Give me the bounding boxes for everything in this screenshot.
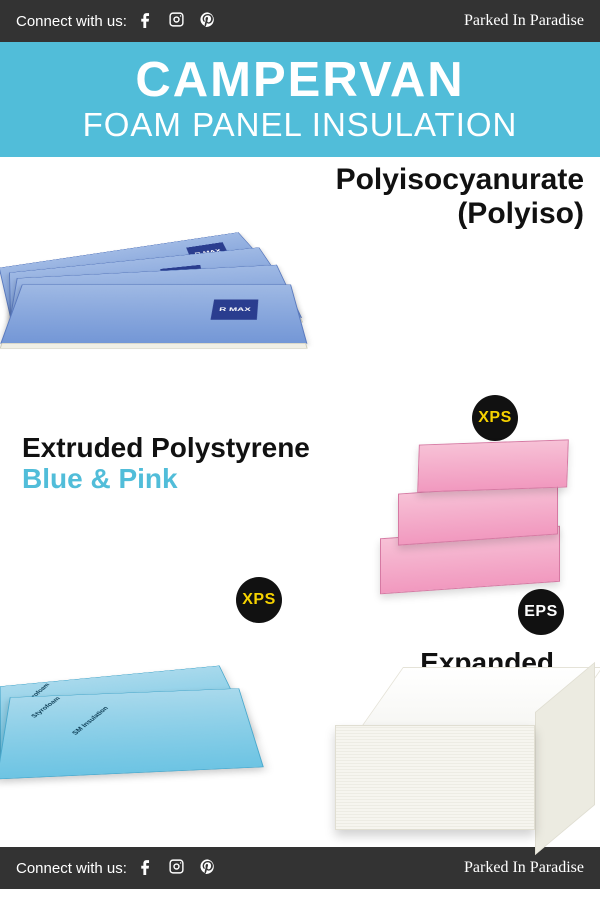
styrofoam-sub-text: SM Insulation (70, 706, 110, 736)
title-line1: CAMPERVAN (0, 56, 600, 105)
styrofoam-brand-text: Styrofoam (29, 696, 62, 718)
xps-heading-line2: Blue & Pink (22, 463, 310, 494)
xps-badge-pink-text: XPS (478, 409, 512, 427)
pink-xps-stack (370, 432, 570, 602)
facebook-icon[interactable] (137, 11, 154, 32)
polyiso-panels: R MAX R MAX R MAX (10, 207, 340, 397)
social-icons-bottom (137, 858, 216, 879)
bottom-bar: Connect with us: Parked In Paradise (0, 847, 600, 889)
title-band: CAMPERVAN FOAM PANEL INSULATION (0, 42, 600, 157)
eps-block (335, 667, 595, 837)
instagram-icon[interactable] (168, 858, 185, 879)
connect-label-bottom: Connect with us: (16, 860, 127, 877)
facebook-icon[interactable] (137, 858, 154, 879)
content-area: Polyisocyanurate (Polyiso) R MAX R MAX R… (0, 157, 600, 847)
rmax-logo-icon: R MAX (211, 300, 259, 320)
xps-heading: Extruded Polystyrene Blue & Pink (22, 432, 310, 495)
bottom-bar-left: Connect with us: (16, 858, 216, 879)
brand-name-bottom: Parked In Paradise (464, 859, 584, 877)
polyiso-label-line1: Polyisocyanurate (336, 163, 584, 197)
xps-heading-line1: Extruded Polystyrene (22, 432, 310, 463)
polyiso-label-line2: (Polyiso) (336, 197, 584, 231)
xps-badge-blue-text: XPS (242, 591, 276, 609)
pinterest-icon[interactable] (199, 11, 216, 32)
top-bar-left: Connect with us: (16, 11, 216, 32)
pinterest-icon[interactable] (199, 858, 216, 879)
instagram-icon[interactable] (168, 11, 185, 32)
eps-badge: EPS (518, 589, 564, 635)
polyiso-label: Polyisocyanurate (Polyiso) (336, 163, 584, 230)
connect-label: Connect with us: (16, 13, 127, 30)
title-line2: FOAM PANEL INSULATION (0, 108, 600, 141)
blue-xps-sheets: Styrofoam Styrofoam SM Insulation (0, 617, 300, 817)
brand-name: Parked In Paradise (464, 12, 584, 30)
top-bar: Connect with us: Parked In Paradise (0, 0, 600, 42)
eps-badge-text: EPS (524, 603, 558, 621)
social-icons (137, 11, 216, 32)
